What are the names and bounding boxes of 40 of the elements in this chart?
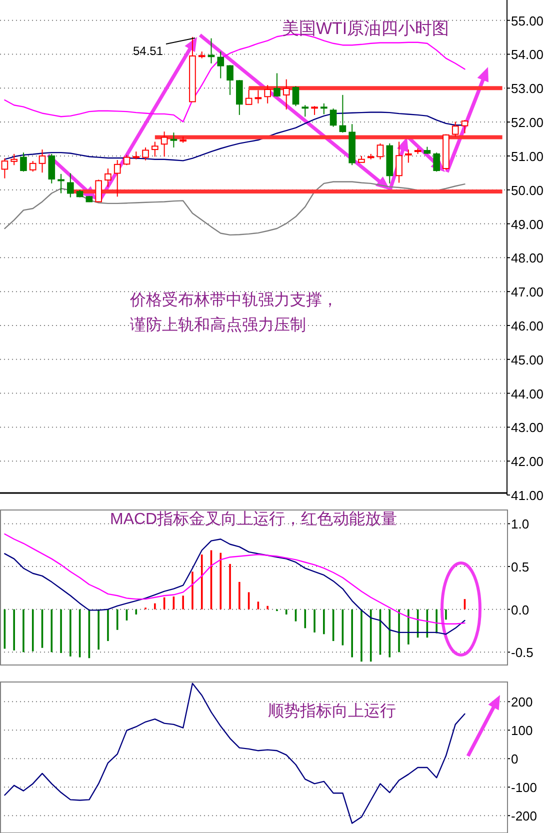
annotation: 价格受布林带中轨强力支撑， — [129, 291, 338, 309]
y-tick-label: 1.0 — [511, 516, 530, 532]
line-series — [4, 533, 466, 624]
annotation: 谨防上轨和高点强力压制 — [130, 316, 306, 334]
y-tick-label: 44.00 — [511, 386, 544, 402]
candlestick — [254, 90, 262, 104]
y-tick-label: 0 — [511, 752, 518, 767]
y-tick-label: 43.00 — [511, 420, 544, 436]
y-tick-label: 50.00 — [511, 182, 544, 198]
y-tick-label: 41.00 — [511, 488, 544, 503]
y-tick-label: 53.00 — [511, 81, 544, 96]
y-tick-label: 46.00 — [511, 318, 544, 334]
text: 美国WTI原油四小时图 — [282, 19, 450, 38]
candlestick — [396, 141, 402, 184]
y-tick-label: 52.00 — [511, 115, 544, 130]
annotation: MACD指标金叉向上运行，红色动能放量 — [110, 510, 398, 528]
annotation: 顺势指标向上运行 — [268, 702, 396, 720]
y-tick-label: 49.00 — [511, 216, 544, 232]
y-tick-label: 42.00 — [511, 454, 544, 470]
line-series — [4, 538, 466, 635]
y-tick-label: 45.00 — [511, 352, 544, 368]
y-tick-label: 48.00 — [511, 250, 544, 266]
y-tick-label: -0.5 — [511, 645, 534, 660]
candlestick — [38, 149, 46, 174]
annotation: 54.51 — [133, 44, 164, 58]
y-tick-label: -200 — [511, 808, 538, 824]
y-tick-label: 100 — [511, 723, 533, 738]
candlestick — [160, 131, 168, 158]
candlestick — [282, 78, 290, 110]
candlestick — [104, 168, 112, 188]
line-series — [4, 682, 466, 824]
y-tick-label: 0.5 — [511, 560, 530, 575]
y-tick-label: 200 — [511, 694, 533, 710]
candlestick — [217, 51, 224, 79]
y-tick-label: 55.00 — [511, 13, 544, 28]
y-tick-label: 0.0 — [511, 602, 530, 618]
y-tick-label: 54.00 — [511, 47, 544, 62]
y-tick-label: 47.00 — [511, 284, 544, 300]
y-tick-label: 51.00 — [511, 148, 544, 164]
y-tick-label: -100 — [511, 780, 538, 796]
